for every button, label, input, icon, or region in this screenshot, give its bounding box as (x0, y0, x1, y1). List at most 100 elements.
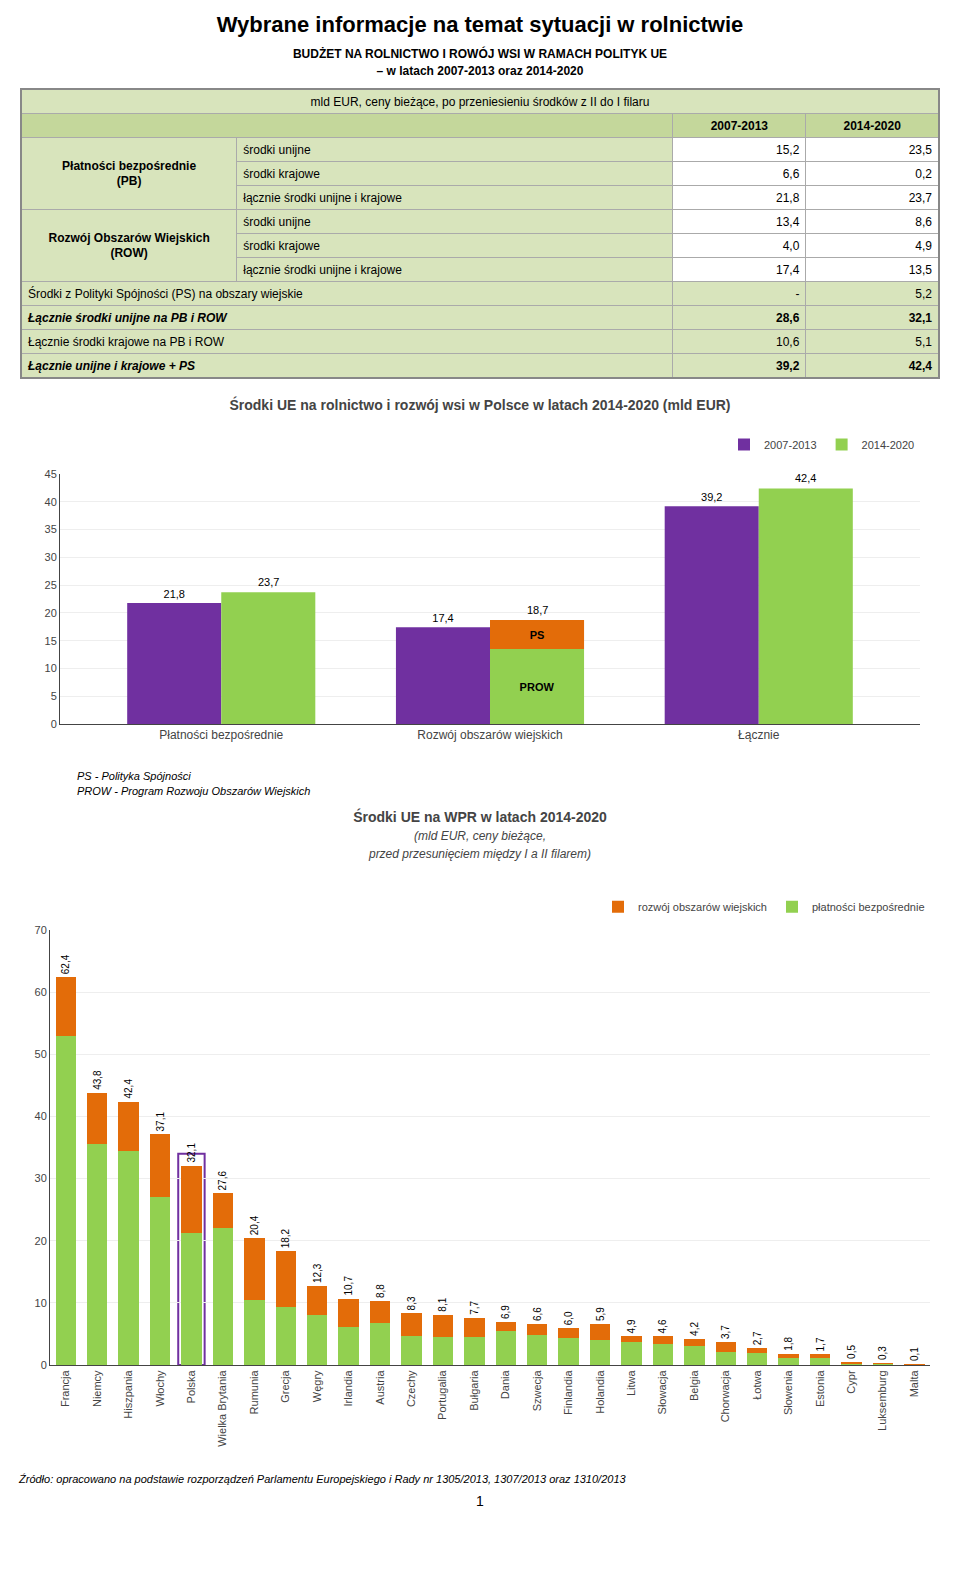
svg-text:Portugalia: Portugalia (436, 1370, 448, 1420)
svg-text:18,7: 18,7 (527, 604, 548, 616)
svg-text:2,7: 2,7 (752, 1331, 763, 1345)
svg-text:Włochy: Włochy (154, 1370, 166, 1407)
svg-text:Belgia: Belgia (688, 1370, 700, 1401)
svg-text:Łotwa: Łotwa (751, 1370, 763, 1400)
svg-text:0,1: 0,1 (909, 1347, 920, 1361)
svg-text:1,8: 1,8 (783, 1336, 794, 1350)
svg-text:27,6: 27,6 (217, 1171, 228, 1191)
svg-text:5,9: 5,9 (595, 1307, 606, 1321)
svg-text:PS: PS (530, 629, 545, 641)
svg-text:25: 25 (45, 579, 57, 591)
svg-text:42,4: 42,4 (123, 1079, 134, 1099)
svg-text:Rozwój obszarów wiejskich: Rozwój obszarów wiejskich (417, 728, 562, 742)
svg-text:Dania: Dania (499, 1370, 511, 1400)
svg-text:5: 5 (51, 690, 57, 702)
svg-text:39,2: 39,2 (701, 491, 722, 503)
svg-text:0,5: 0,5 (846, 1345, 857, 1359)
svg-text:4,6: 4,6 (657, 1319, 668, 1333)
svg-text:7,7: 7,7 (469, 1300, 480, 1314)
svg-text:Czechy: Czechy (405, 1370, 417, 1407)
svg-text:Cypr: Cypr (845, 1370, 857, 1394)
svg-text:50: 50 (35, 1048, 47, 1060)
svg-text:10: 10 (35, 1297, 47, 1309)
html-text:Płatności bezpośrednie (PB): Płatności bezpośrednie (PB) (62, 158, 197, 188)
svg-text:Węgry: Węgry (311, 1370, 323, 1402)
svg-text:30: 30 (45, 551, 57, 563)
svg-text:Środki UE na WPR w latach 2014: Środki UE na WPR w latach 2014-2020(mld … (353, 808, 607, 861)
svg-text:0: 0 (41, 1359, 47, 1371)
svg-text:0: 0 (51, 718, 57, 730)
svg-text:2007-2013: 2007-2013 (764, 439, 817, 451)
html-text:środki unijne: środki unijne (243, 142, 311, 157)
svg-text:Luksemburg: Luksemburg (876, 1370, 888, 1431)
svg-text:Wielka Brytania: Wielka Brytania (216, 1370, 228, 1447)
svg-text:Płatności bezpośrednie: Płatności bezpośrednie (159, 728, 283, 742)
svg-text:rozwój obszarów wiejskich: rozwój obszarów wiejskich (638, 901, 767, 913)
svg-text:Słowacja: Słowacja (656, 1370, 668, 1415)
svg-text:18,2: 18,2 (280, 1228, 291, 1248)
svg-text:60: 60 (35, 986, 47, 998)
svg-text:12,3: 12,3 (312, 1263, 323, 1283)
svg-text:Niemcy: Niemcy (91, 1370, 103, 1407)
svg-text:Grecja: Grecja (279, 1370, 291, 1403)
svg-text:6,9: 6,9 (500, 1305, 511, 1319)
svg-text:Szwecja: Szwecja (531, 1370, 543, 1412)
svg-text:Rumunia: Rumunia (248, 1370, 260, 1415)
svg-text:1,7: 1,7 (815, 1337, 826, 1351)
html-text:15,2: 15,2 (776, 142, 800, 157)
svg-text:20: 20 (45, 607, 57, 619)
svg-text:8,1: 8,1 (437, 1297, 448, 1311)
svg-text:37,1: 37,1 (155, 1112, 166, 1132)
svg-text:30: 30 (35, 1172, 47, 1184)
html-text:Wybrane informacje na temat sy: Wybrane informacje na temat sytuacji w r… (216, 12, 744, 37)
html-text:2014-2020: 2014-2020 (843, 118, 901, 133)
svg-text:Austria: Austria (374, 1370, 386, 1405)
svg-text:Łącznie: Łącznie (738, 728, 780, 742)
svg-text:Litwa: Litwa (625, 1370, 637, 1397)
html-text:2007-2013: 2007-2013 (710, 118, 768, 133)
html-text:mld EUR, ceny bieżące, po prze: mld EUR, ceny bieżące, po przeniesieniu … (310, 94, 650, 109)
svg-text:10,7: 10,7 (343, 1276, 354, 1296)
svg-text:Chorwacja: Chorwacja (719, 1370, 731, 1423)
svg-text:4,9: 4,9 (626, 1319, 637, 1333)
svg-text:Estonia: Estonia (814, 1370, 826, 1408)
html-text:23,5: 23,5 (908, 142, 932, 157)
svg-text:40: 40 (45, 496, 57, 508)
svg-text:0,3: 0,3 (877, 1346, 888, 1360)
svg-text:PROW: PROW (520, 681, 555, 693)
svg-text:6,6: 6,6 (532, 1307, 543, 1321)
svg-text:15: 15 (45, 635, 57, 647)
svg-text:płatności bezpośrednie: płatności bezpośrednie (812, 901, 925, 913)
svg-text:Słowenia: Słowenia (782, 1370, 794, 1416)
svg-text:Hiszpania: Hiszpania (122, 1370, 134, 1419)
svg-text:21,8: 21,8 (164, 588, 185, 600)
svg-text:17,4: 17,4 (432, 612, 453, 624)
svg-text:3,7: 3,7 (720, 1325, 731, 1339)
svg-text:Malta: Malta (908, 1370, 920, 1398)
svg-text:Irlandia: Irlandia (342, 1370, 354, 1407)
svg-text:45: 45 (45, 468, 57, 480)
svg-text:6,0: 6,0 (563, 1311, 574, 1325)
svg-text:10: 10 (45, 662, 57, 674)
svg-text:40: 40 (35, 1110, 47, 1122)
svg-text:43,8: 43,8 (92, 1070, 103, 1090)
svg-text:Holandia: Holandia (594, 1370, 606, 1414)
svg-text:20: 20 (35, 1235, 47, 1247)
svg-text:8,3: 8,3 (406, 1296, 417, 1310)
svg-text:35: 35 (45, 523, 57, 535)
svg-text:Francja: Francja (59, 1370, 71, 1408)
svg-text:32,1: 32,1 (186, 1143, 197, 1163)
svg-text:62,4: 62,4 (60, 954, 71, 974)
svg-text:Finlandia: Finlandia (562, 1370, 574, 1416)
svg-text:42,4: 42,4 (795, 472, 816, 484)
svg-text:20,4: 20,4 (249, 1215, 260, 1235)
svg-text:Bułgaria: Bułgaria (468, 1370, 480, 1411)
svg-text:Polska: Polska (185, 1370, 197, 1404)
svg-text:2014-2020: 2014-2020 (862, 439, 915, 451)
svg-text:4,2: 4,2 (689, 1322, 700, 1336)
html-text:Rozwój Obszarów Wiejskich (ROW: Rozwój Obszarów Wiejskich (ROW) (48, 230, 210, 260)
svg-text:70: 70 (35, 924, 47, 936)
svg-text:Środki UE na rolnictwo i rozwó: Środki UE na rolnictwo i rozwój wsi w Po… (229, 396, 730, 413)
svg-text:23,7: 23,7 (258, 576, 279, 588)
svg-text:8,8: 8,8 (375, 1284, 386, 1298)
